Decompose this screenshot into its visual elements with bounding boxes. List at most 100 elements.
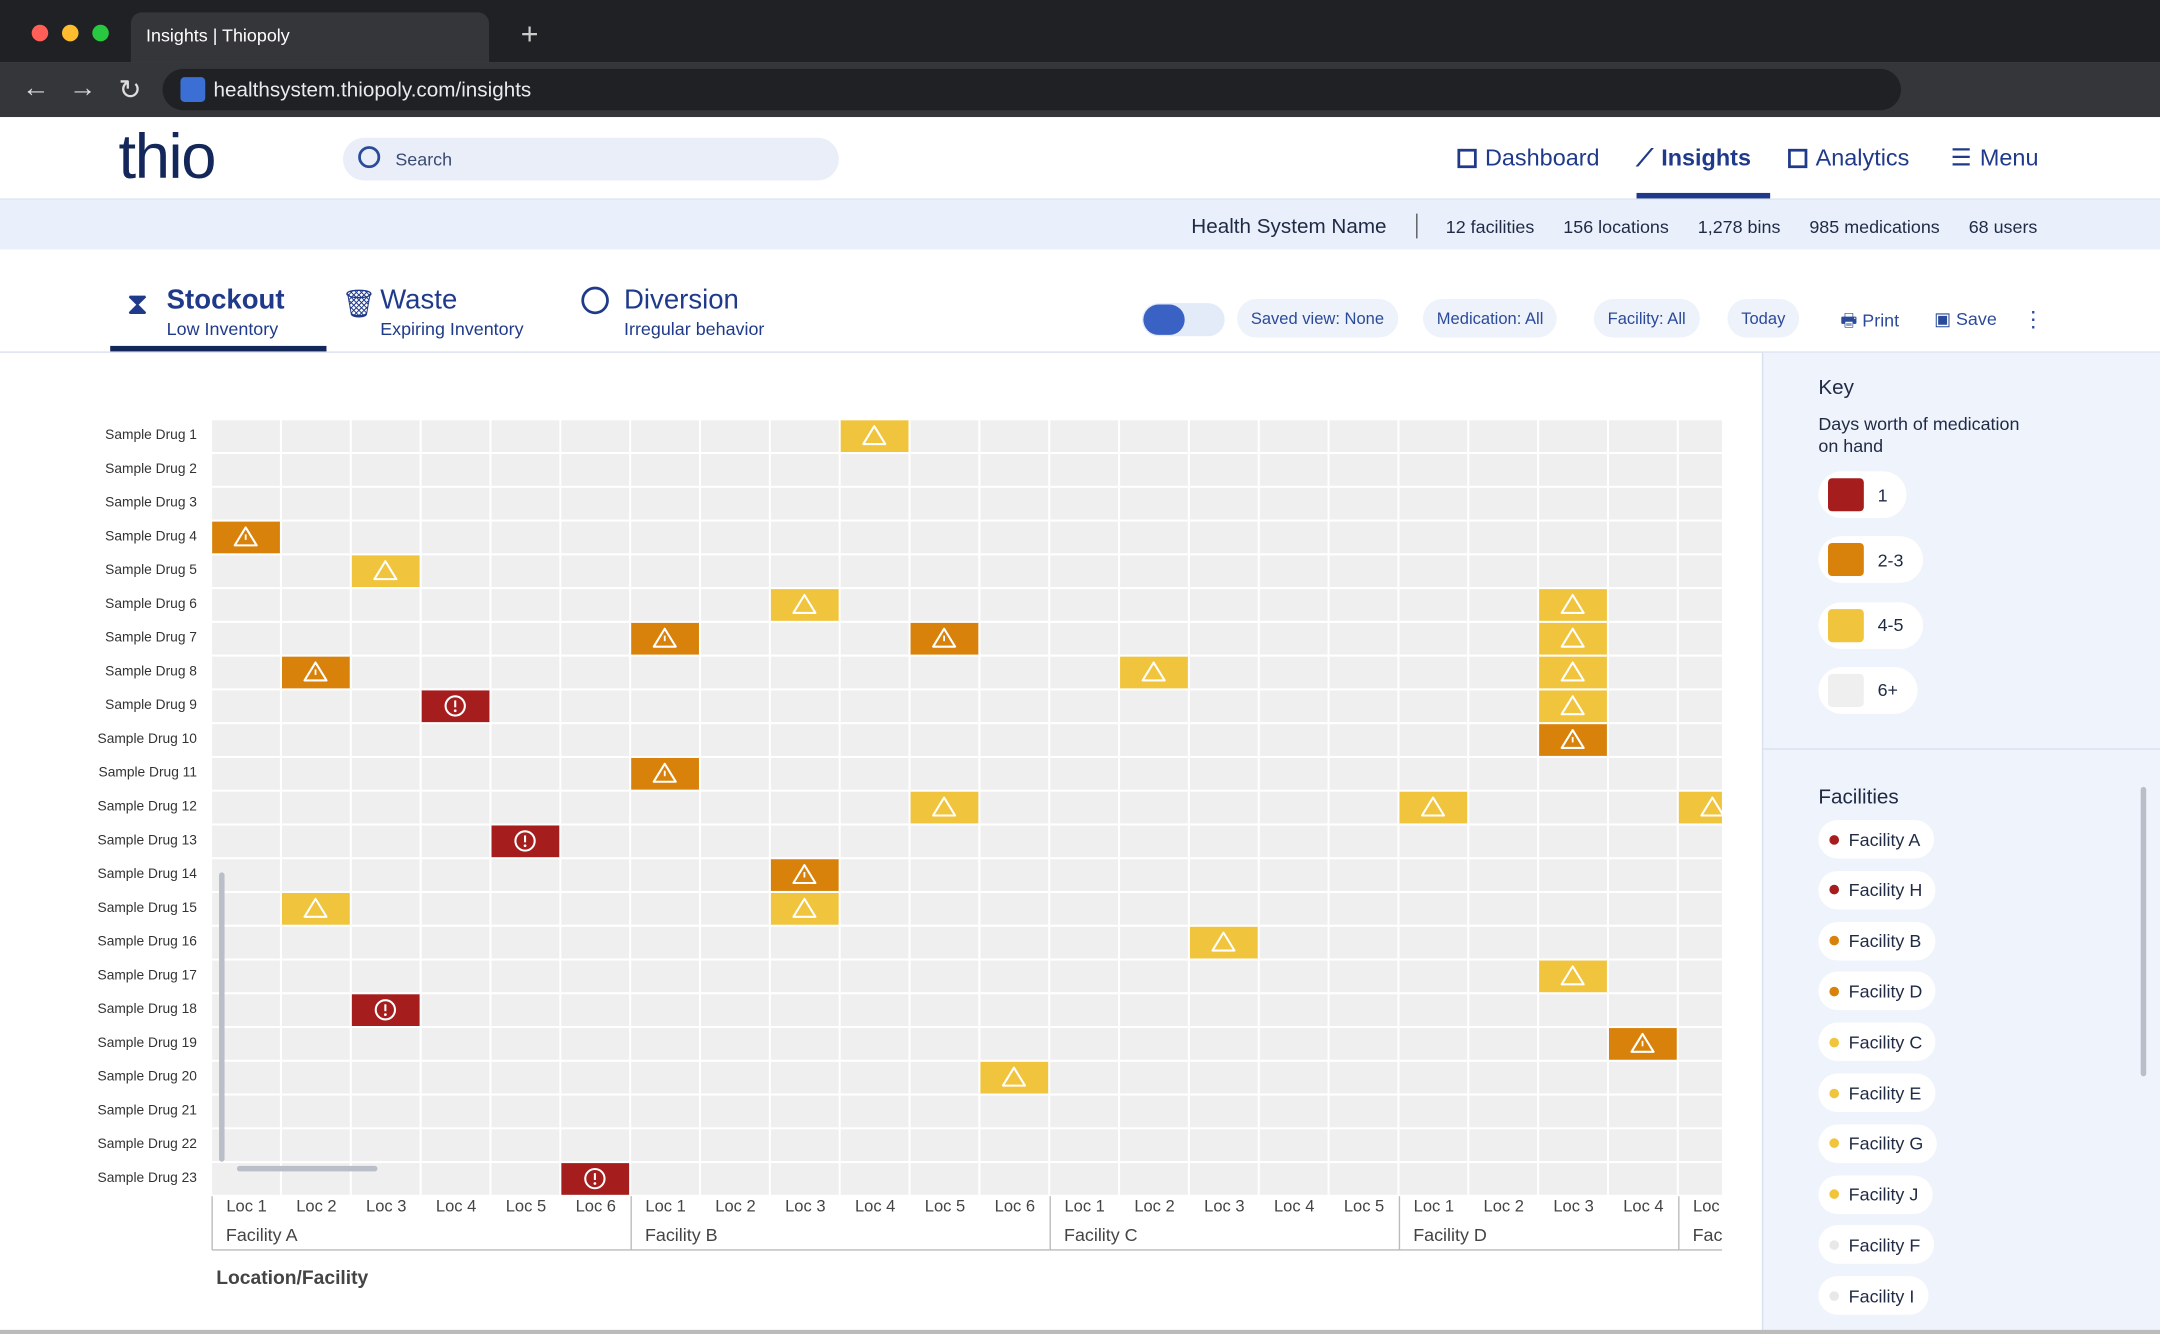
facility-name: Facility I [1848,1285,1915,1307]
cell [910,420,979,453]
print[interactable]: 🖶 Print [1840,310,1900,331]
cell [212,420,280,453]
cell [1050,893,1119,925]
cell [351,893,420,925]
cell [770,420,839,453]
cell [631,1163,699,1195]
cell [1678,487,1722,520]
cell [561,960,630,993]
new-tab[interactable]: + [520,16,539,51]
cell [910,454,979,486]
nav-analytics[interactable]: Analytics [1788,145,1909,173]
row-label: Sample Drug 23 [98,1170,198,1185]
omnibox[interactable] [162,68,1902,111]
cell [770,893,839,925]
cell [1120,724,1188,756]
max-dot[interactable] [92,24,109,42]
cell-icon [593,1182,597,1185]
cell [1678,893,1722,925]
facility-item[interactable]: Facility F [1818,1225,1935,1265]
browser-tab[interactable] [130,12,490,63]
cell [910,825,979,858]
facility-item[interactable]: Facility C [1818,1022,1937,1062]
key-item: 6+ [1818,666,1918,714]
min-dot[interactable] [61,24,79,42]
stat: 1,278 bins [1697,215,1781,237]
key-swatch [1828,478,1864,512]
row-label: Sample Drug 7 [105,630,197,645]
facility-dot [1829,1240,1840,1250]
cell [1469,926,1538,959]
sidebar-scrollbar[interactable] [2140,786,2147,1077]
cell [980,960,1049,993]
tab-title[interactable]: Diversion [624,285,739,316]
location-label: Loc 4 [436,1197,476,1216]
facility-item[interactable]: Facility D [1818,972,1937,1011]
cell [1608,960,1677,993]
facility-item[interactable]: Facility A [1818,819,1935,859]
tab-title[interactable]: Waste [380,285,458,316]
save[interactable]: ▣ Save [1934,308,1997,330]
more[interactable]: ⋮ [2022,308,2045,333]
cell [1608,791,1677,824]
facility-filter[interactable]: Facility: All [1593,299,1700,338]
cell-icon [652,762,677,783]
cell [1469,1129,1538,1162]
back[interactable]: ← [22,73,50,104]
facility-item[interactable]: Facility H [1818,870,1937,910]
cell [351,724,420,756]
cell [421,656,490,689]
facility-item[interactable]: Facility J [1818,1174,1933,1214]
cell [421,622,490,655]
cell [561,724,630,756]
cell [1050,487,1119,520]
nav-insights[interactable]: ⟋ Insights [1636,144,1751,171]
cell [1329,757,1398,790]
date-filter[interactable]: Today [1727,299,1800,338]
location-label: Loc 5 [1693,1197,1733,1216]
reload[interactable]: ↻ [118,75,142,107]
saved-view[interactable]: Saved view: None [1237,299,1398,338]
facility-item[interactable]: Facility I [1818,1276,1929,1315]
facility-item[interactable]: Facility E [1818,1073,1936,1113]
cell [491,893,560,925]
nav-menu[interactable]: ☰ Menu [1950,144,2039,171]
search-box[interactable] [343,137,839,181]
cell [351,960,420,993]
cell [980,825,1049,858]
cell [910,926,979,959]
cell-icon [1630,1032,1655,1053]
facility-item[interactable]: Facility G [1818,1124,1938,1163]
location-label: Loc 4 [1274,1197,1314,1216]
cell [1469,960,1538,993]
close-dot[interactable] [31,24,49,42]
summary-bar [0,199,2160,250]
chart-view[interactable] [1143,304,1185,335]
forward[interactable]: → [68,73,97,104]
cell-icon [932,627,957,648]
tab-title[interactable]: Stockout [166,285,285,316]
cell-icon [523,844,527,848]
v-scrollbar[interactable] [219,872,225,1162]
logo[interactable]: thio [118,119,216,192]
cell [561,454,630,486]
cell [840,1028,909,1060]
cell [1329,859,1398,891]
nav-dashboard[interactable]: Dashboard [1457,145,1600,173]
cell [1539,960,1607,993]
facility-name: Facility D [1848,981,1923,1002]
cell [1399,420,1468,453]
cell [1050,1163,1119,1195]
cell [1469,656,1538,689]
facility-item[interactable]: Facility B [1818,921,1936,960]
medication-filter[interactable]: Medication: All [1423,299,1558,338]
row-label: Sample Drug 5 [105,562,197,577]
cell [561,926,630,959]
cell [1189,656,1258,689]
cell [1608,622,1677,655]
cell [561,825,630,858]
location-label: Loc 2 [1134,1197,1174,1216]
cell [1120,791,1188,824]
cell [1539,454,1607,486]
cell [1329,622,1398,655]
